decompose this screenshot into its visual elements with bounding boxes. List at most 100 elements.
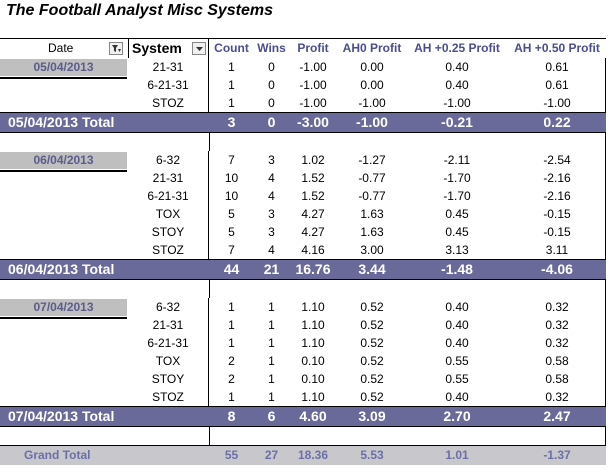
col-header-ah025: AH +0.25 Profit — [414, 41, 500, 55]
system-cell[interactable]: STOY — [128, 370, 209, 388]
value-cell: 1 — [228, 60, 235, 74]
system-cell[interactable]: STOZ — [128, 241, 209, 259]
date-header[interactable]: Date — [48, 41, 74, 55]
table-row: 6-21-31 1 1 1.10 0.52 0.40 0.32 — [0, 334, 606, 352]
value-cell: 4 — [268, 189, 275, 203]
value-cell: 1 — [268, 336, 275, 350]
value-cell: 0.45 — [445, 225, 469, 239]
value-cell: -1.70 — [443, 171, 471, 185]
value-cell: 0.52 — [360, 390, 384, 404]
value-cell: 3 — [268, 225, 275, 239]
value-cell: 4 — [268, 243, 275, 257]
total-value: -4.06 — [541, 261, 573, 277]
value-cell: 0.52 — [360, 318, 384, 332]
grand-total-row: Grand Total 55 27 18.36 5.53 1.01 -1.37 — [0, 445, 606, 465]
value-cell: 0.40 — [445, 318, 469, 332]
value-cell: 0.40 — [445, 336, 469, 350]
value-cell: -1.00 — [543, 96, 571, 110]
value-cell: 1.63 — [360, 225, 384, 239]
value-cell: 1 — [268, 318, 275, 332]
system-cell[interactable]: 21-31 — [128, 58, 209, 76]
filter-icon — [112, 45, 121, 52]
value-cell: 0.58 — [545, 354, 569, 368]
date-filter-button[interactable] — [109, 42, 123, 55]
value-cell: 3 — [268, 153, 275, 167]
system-cell[interactable]: STOZ — [128, 94, 209, 112]
grand-total-value: 27 — [264, 448, 279, 462]
col-header-ah0: AH0 Profit — [342, 41, 402, 55]
system-cell[interactable]: 6-21-31 — [128, 76, 209, 94]
value-cell: 0.40 — [445, 390, 469, 404]
date-cell[interactable]: 05/04/2013 — [0, 59, 127, 76]
total-value: 44 — [223, 261, 240, 277]
system-cell[interactable]: STOZ — [128, 388, 209, 406]
table-border — [605, 298, 606, 316]
system-cell[interactable]: 6-21-31 — [128, 334, 209, 352]
value-cell: 3 — [268, 207, 275, 221]
value-cell: 1 — [268, 390, 275, 404]
total-value: 0 — [267, 114, 276, 130]
system-cell[interactable]: STOY — [128, 223, 209, 241]
divider — [209, 427, 210, 445]
group-block: 06/04/2013 6-32 7 3 1.02 -1.27 -2.11 -2.54 21-31… — [0, 151, 606, 259]
value-cell: 1 — [228, 390, 235, 404]
system-cell[interactable]: 21-31 — [128, 169, 209, 187]
group-block: 07/04/2013 6-32 1 1 1.10 0.52 0.40 0.32 21-31 1 1 1… — [0, 298, 606, 406]
table-border — [605, 352, 606, 370]
system-header[interactable]: System — [128, 39, 209, 58]
spacer-row — [0, 280, 606, 298]
value-cell: 3.13 — [445, 243, 469, 257]
grand-total-fill — [0, 446, 606, 465]
table-border — [605, 427, 606, 445]
value-cell: 1.10 — [301, 318, 325, 332]
value-cell: -1.00 — [299, 96, 327, 110]
col-header-wins: Wins — [257, 41, 286, 55]
system-cell[interactable]: 6-32 — [128, 298, 209, 316]
grand-total-label[interactable]: Grand Total — [24, 448, 91, 462]
system-cell[interactable]: TOX — [128, 205, 209, 223]
value-cell: 0.40 — [445, 60, 469, 74]
value-cell: 0.55 — [445, 354, 469, 368]
system-cell[interactable]: TOX — [128, 352, 209, 370]
total-value: 0.22 — [543, 114, 571, 130]
total-row: 06/04/2013 Total 44 21 16.76 3.44 -1.48 -4.06 — [0, 259, 606, 280]
value-cell: -2.16 — [543, 171, 571, 185]
divider — [209, 280, 210, 298]
value-cell: 1 — [268, 354, 275, 368]
value-cell: 0 — [268, 96, 275, 110]
table-row: 21-31 1 1 1.10 0.52 0.40 0.32 — [0, 316, 606, 334]
system-dropdown-button[interactable] — [192, 42, 206, 55]
header-row: Date System Count Wins Profit AH0 Profit… — [0, 39, 606, 58]
system-cell[interactable]: 21-31 — [128, 316, 209, 334]
table-border — [605, 94, 606, 112]
total-label[interactable]: 05/04/2013 Total — [8, 114, 115, 130]
table-row: 06/04/2013 6-32 7 3 1.02 -1.27 -2.11 -2.54 — [0, 151, 606, 172]
grand-total-value: 5.53 — [360, 448, 384, 462]
total-value: 3.44 — [358, 261, 386, 277]
table-row: STOY 5 3 4.27 1.63 0.45 -0.15 — [0, 223, 606, 241]
value-cell: 1 — [228, 318, 235, 332]
date-cell[interactable]: 06/04/2013 — [0, 152, 127, 169]
total-row: 07/04/2013 Total 8 6 4.60 3.09 2.70 2.47 — [0, 406, 606, 427]
value-cell: 1 — [268, 300, 275, 314]
value-cell: -1.00 — [299, 78, 327, 92]
value-cell: 1.02 — [301, 153, 325, 167]
system-cell[interactable]: 6-32 — [128, 151, 209, 169]
total-label[interactable]: 06/04/2013 Total — [8, 261, 115, 277]
table-row: 05/04/2013 21-31 1 0 -1.00 0.00 0.40 0.61 — [0, 58, 606, 79]
value-cell: 1 — [228, 78, 235, 92]
spacer-row — [0, 427, 606, 445]
page-title: The Football Analyst Misc Systems — [6, 2, 274, 19]
total-value: 21 — [263, 261, 280, 277]
total-row: 05/04/2013 Total 3 0 -3.00 -1.00 -0.21 0.22 — [0, 112, 606, 133]
spacer-row — [0, 133, 606, 151]
value-cell: -0.77 — [358, 189, 386, 203]
value-cell: -1.27 — [358, 153, 386, 167]
total-value: 6 — [267, 408, 276, 424]
value-cell: 0.55 — [445, 372, 469, 386]
system-cell[interactable]: 6-21-31 — [128, 187, 209, 205]
value-cell: 1 — [268, 372, 275, 386]
table-border — [605, 205, 606, 223]
total-label[interactable]: 07/04/2013 Total — [8, 408, 115, 424]
date-cell[interactable]: 07/04/2013 — [0, 299, 127, 316]
